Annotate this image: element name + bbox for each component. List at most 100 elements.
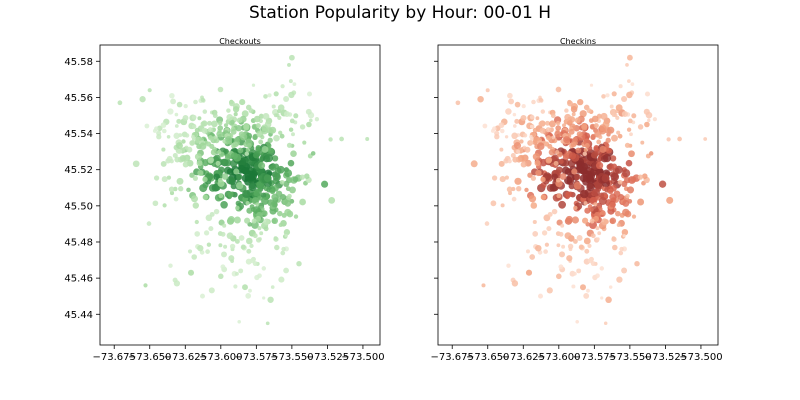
station-point [255,144,262,151]
station-point [277,210,283,217]
station-point [201,127,208,134]
station-point [156,134,162,140]
station-point [640,140,645,145]
station-point [484,221,490,226]
station-point [226,176,235,185]
station-point [270,285,275,289]
station-point [605,296,612,304]
station-point [279,179,285,185]
station-point [537,142,545,150]
station-point [556,243,561,248]
station-point [567,159,576,168]
station-point [207,127,213,133]
station-point [544,242,550,247]
station-point [567,100,573,107]
station-point [267,137,273,143]
station-point [211,120,218,128]
station-point [218,273,224,280]
station-point [190,195,199,203]
station-point [269,126,277,134]
station-point [251,83,256,87]
station-point [278,130,283,135]
station-point [288,127,294,132]
station-point [582,217,589,224]
station-point [601,94,606,99]
station-point [178,149,183,154]
station-point [261,266,267,271]
station-point [546,287,553,294]
checkouts-panel-title: Checkouts [219,37,261,46]
station-point [595,161,604,170]
station-point [328,196,336,204]
station-point [568,128,575,135]
station-point [182,115,189,121]
station-point [275,113,280,118]
station-point [551,135,555,140]
station-point [540,176,546,183]
station-point [208,226,214,232]
station-point [257,226,262,231]
station-point [248,174,256,182]
station-point [455,100,461,106]
station-point [258,161,266,170]
station-point [289,118,295,124]
station-point [178,186,184,192]
station-point [622,234,626,238]
station-point [199,142,207,150]
station-point [272,172,281,181]
station-point [186,187,191,193]
station-point [277,104,285,111]
station-point [220,264,226,270]
station-point [566,255,573,262]
station-point [226,232,234,240]
station-point [299,124,306,130]
station-point [600,112,608,120]
station-point [565,215,574,224]
station-point [567,243,574,250]
station-point [284,208,292,216]
station-point [601,218,608,226]
station-point [191,134,195,139]
station-point [253,151,260,159]
station-point [246,143,252,149]
station-point [321,180,329,188]
station-point [583,237,591,245]
station-point [584,143,590,149]
station-point [281,246,286,252]
station-point [162,128,167,134]
station-point [574,117,581,124]
station-point [637,174,644,180]
station-point [568,152,577,160]
station-point [522,133,528,138]
station-point [211,127,217,132]
station-point [224,153,231,160]
station-point [235,205,240,211]
station-point [257,273,262,279]
station-point [241,110,249,118]
y-tick-label: 45.52 [64,165,93,176]
station-point [194,153,202,161]
station-point [519,139,524,144]
station-point [558,264,564,270]
station-point [139,96,146,103]
station-point [168,263,173,268]
station-point [507,92,513,99]
station-point [217,125,224,131]
station-point [200,293,205,299]
station-point [603,321,608,326]
station-point [169,92,175,99]
station-point [289,54,295,61]
station-point [173,280,181,287]
station-point [500,128,505,134]
station-point [172,153,178,158]
station-point [532,219,537,225]
station-point [611,236,617,242]
x-tick-label: −73.625 [164,352,207,363]
station-point [306,121,312,128]
station-point [197,169,204,177]
station-point [591,188,600,197]
station-point [259,231,264,236]
station-point [547,211,553,217]
station-point [529,115,535,120]
station-point [205,249,210,254]
